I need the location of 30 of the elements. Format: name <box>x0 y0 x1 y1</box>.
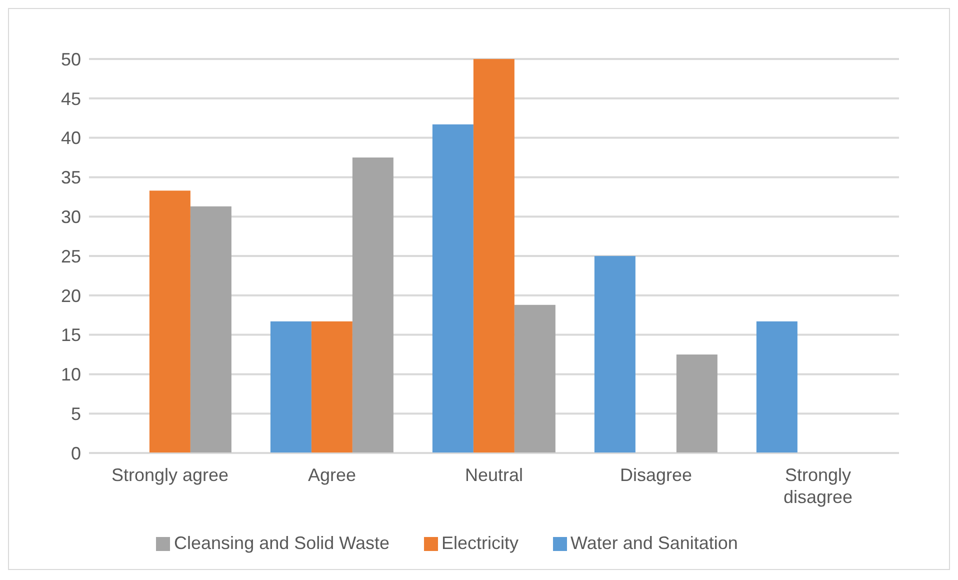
y-tick-label: 25 <box>60 246 81 266</box>
x-tick-label: Strongly disagree <box>783 465 853 507</box>
bar <box>190 206 232 453</box>
y-tick-label: 35 <box>60 168 81 188</box>
bar <box>473 59 514 453</box>
bar <box>756 321 798 453</box>
y-tick-label: 0 <box>70 443 81 464</box>
bar <box>311 321 352 453</box>
y-tick-label: 20 <box>60 286 81 306</box>
legend-label: Cleansing and Solid Waste <box>174 533 390 553</box>
y-tick-label: 15 <box>60 325 81 346</box>
bar <box>594 256 636 453</box>
x-tick-label: Strongly agree <box>111 465 229 485</box>
legend-label: Electricity <box>442 533 519 553</box>
x-tick-label: Agree <box>308 465 356 485</box>
bar <box>149 190 190 453</box>
y-tick-label: 5 <box>70 404 81 424</box>
bar <box>432 124 474 453</box>
x-tick-label: Disagree <box>620 465 692 485</box>
y-tick-label: 50 <box>60 49 81 70</box>
legend-label: Water and Sanitation <box>570 533 738 553</box>
bar <box>270 321 312 453</box>
y-tick-label: 40 <box>60 128 81 148</box>
y-tick-label: 10 <box>60 364 81 385</box>
bar <box>352 158 394 453</box>
bar <box>676 354 718 453</box>
x-tick-label: Neutral <box>464 465 524 485</box>
y-tick-label: 30 <box>60 206 81 227</box>
y-tick-label: 45 <box>60 88 81 109</box>
bar <box>514 304 556 453</box>
